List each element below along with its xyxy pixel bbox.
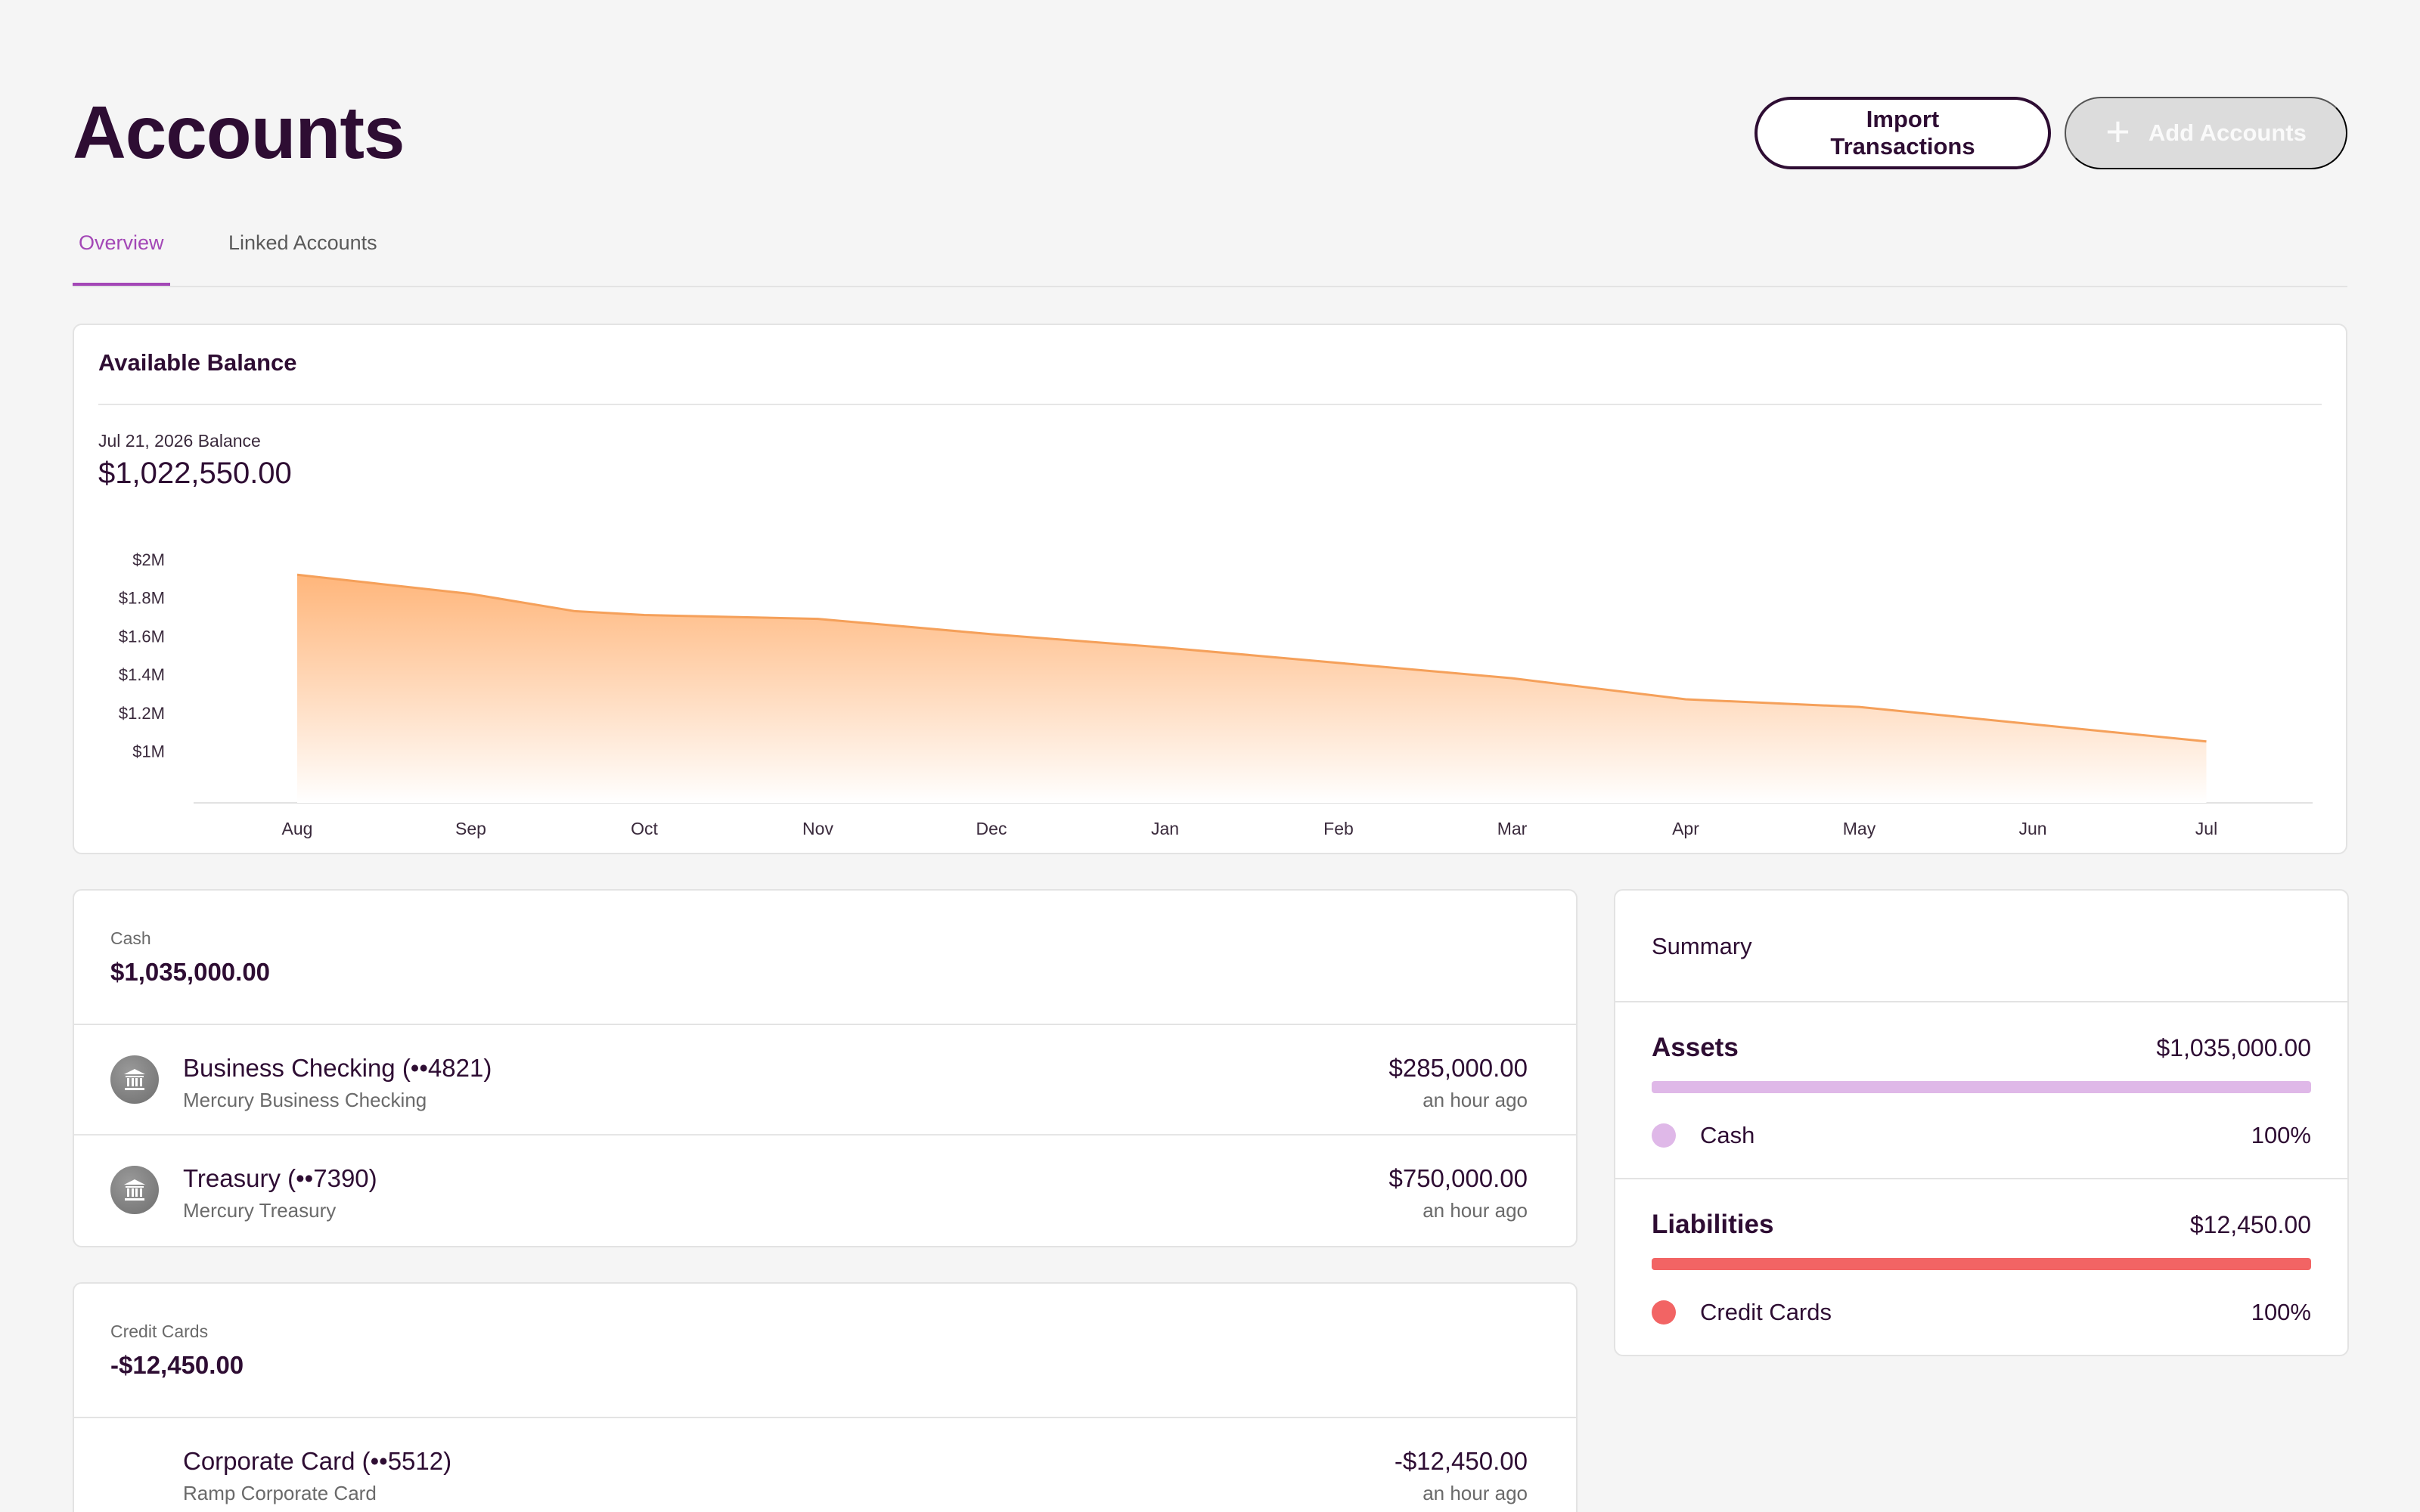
add-accounts-button[interactable]: + Add Accounts [2065, 97, 2347, 169]
account-updated: an hour ago [1423, 1482, 1528, 1504]
tab-overview[interactable]: Overview [73, 231, 170, 286]
assets-item-label: Cash [1700, 1122, 1755, 1148]
divider [98, 404, 2322, 405]
x-tick-label: Jul [2195, 819, 2217, 838]
account-institution: Mercury Treasury [183, 1199, 337, 1222]
group-label: Credit Cards [110, 1321, 209, 1341]
bank-icon [110, 1055, 159, 1104]
account-name: Treasury (••7390) [183, 1164, 377, 1192]
credit-header: Credit Cards -$12,450.00 [74, 1284, 1576, 1418]
group-total: -$12,450.00 [110, 1351, 244, 1379]
account-updated: an hour ago [1423, 1089, 1528, 1111]
liabilities-heading: Liabilities [1652, 1210, 1774, 1239]
balance-line [296, 573, 2207, 743]
y-tick-label: $2M [132, 550, 165, 569]
import-transactions-button[interactable]: Import Transactions [1754, 97, 2051, 169]
liabilities-item-label: Credit Cards [1700, 1299, 1832, 1325]
x-tick-label: Sep [455, 819, 486, 838]
summary-card: Summary Assets $1,035,000.00 Cash 100% L… [1614, 889, 2349, 1356]
assets-legend-dot [1652, 1123, 1676, 1148]
y-tick-label: $1M [132, 742, 165, 761]
account-row[interactable]: Business Checking (••4821) Mercury Busin… [74, 1025, 1576, 1136]
header-actions: Import Transactions + Add Accounts [1754, 97, 2347, 169]
account-row[interactable]: Treasury (••7390) Mercury Treasury $750,… [74, 1136, 1576, 1246]
balance-chart: $1M $1.2M $1.4M $1.6M $1.8M $2M Aug Sep Oct Nov De… [119, 550, 2313, 838]
account-amount: -$12,450.00 [1394, 1447, 1528, 1475]
bank-icon [110, 1166, 159, 1214]
liabilities-bar [1652, 1258, 2311, 1270]
add-accounts-label: Add Accounts [2148, 119, 2307, 146]
account-updated: an hour ago [1423, 1199, 1528, 1222]
cash-header: Cash $1,035,000.00 [74, 891, 1576, 1025]
card-title: Available Balance [98, 349, 297, 376]
account-institution: Mercury Business Checking [183, 1089, 427, 1111]
liabilities-total: $12,450.00 [2189, 1211, 2311, 1238]
account-amount: $285,000.00 [1388, 1054, 1528, 1082]
credit-cards-card: Credit Cards -$12,450.00 Corporate Card … [73, 1282, 1578, 1512]
summary-header: Summary [1615, 891, 2347, 1002]
tab-linked-accounts[interactable]: Linked Accounts [228, 231, 377, 254]
assets-bar [1652, 1081, 2311, 1093]
x-tick-label: May [1843, 819, 1876, 838]
x-tick-label: Dec [976, 819, 1007, 838]
y-tick-label: $1.2M [119, 704, 165, 723]
card-title: Summary [1652, 933, 1752, 959]
account-amount: $750,000.00 [1388, 1164, 1528, 1192]
x-tick-label: Jan [1151, 819, 1179, 838]
plus-icon: + [2105, 107, 2130, 155]
x-tick-label: Apr [1672, 819, 1699, 838]
x-tick-label: Oct [631, 819, 658, 838]
account-row[interactable]: Corporate Card (••5512) Ramp Corporate C… [74, 1418, 1576, 1512]
assets-section: Assets $1,035,000.00 Cash 100% [1615, 1002, 2347, 1179]
group-total: $1,035,000.00 [110, 958, 271, 986]
y-tick-label: $1.8M [119, 589, 165, 608]
cash-accounts-card: Cash $1,035,000.00 Business Checking (••… [73, 889, 1578, 1247]
account-institution: Ramp Corporate Card [183, 1482, 377, 1504]
account-name: Business Checking (••4821) [183, 1054, 492, 1082]
x-tick-label: Aug [282, 819, 313, 838]
liabilities-item-percent: 100% [2251, 1299, 2311, 1325]
assets-total: $1,035,000.00 [2156, 1034, 2311, 1061]
available-balance-card: Available Balance Jul 21, 2026 Balance $… [73, 324, 2347, 854]
x-tick-label: Jun [2018, 819, 2046, 838]
balance-amount: $1,022,550.00 [98, 457, 292, 490]
liabilities-section: Liabilities $12,450.00 Credit Cards 100% [1615, 1179, 2347, 1356]
account-name: Corporate Card (••5512) [183, 1447, 452, 1475]
balance-area [297, 575, 2207, 803]
balance-date: Jul 21, 2026 Balance [98, 431, 261, 451]
x-tick-label: Nov [802, 819, 833, 838]
x-tick-label: Mar [1497, 819, 1528, 838]
assets-heading: Assets [1652, 1033, 1739, 1062]
tab-bar: Overview Linked Accounts [73, 219, 2347, 287]
page-title: Accounts [73, 91, 405, 174]
x-tick-label: Feb [1323, 819, 1354, 838]
page-header: Accounts Import Transactions + Add Accou… [73, 83, 2347, 181]
assets-item-percent: 100% [2251, 1122, 2311, 1148]
y-tick-label: $1.6M [119, 627, 165, 646]
y-tick-label: $1.4M [119, 665, 165, 684]
group-label: Cash [110, 928, 151, 948]
liabilities-legend-dot [1652, 1300, 1676, 1325]
